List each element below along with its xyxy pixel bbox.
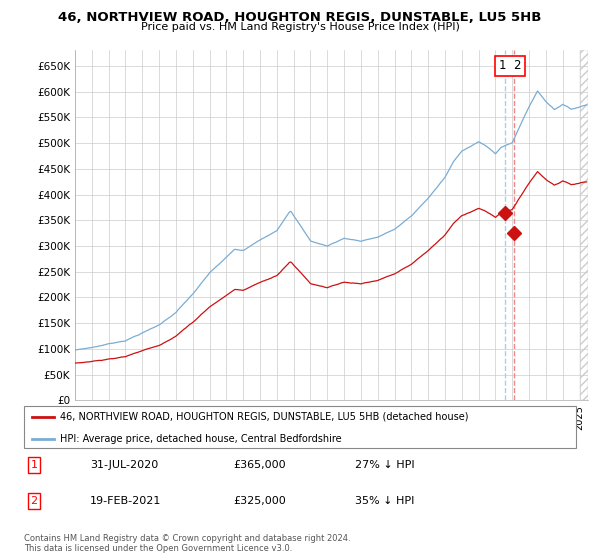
- Text: 1  2: 1 2: [499, 59, 521, 72]
- Text: 35% ↓ HPI: 35% ↓ HPI: [355, 496, 415, 506]
- Text: Price paid vs. HM Land Registry's House Price Index (HPI): Price paid vs. HM Land Registry's House …: [140, 22, 460, 32]
- Text: 2: 2: [31, 496, 37, 506]
- Text: 46, NORTHVIEW ROAD, HOUGHTON REGIS, DUNSTABLE, LU5 5HB (detached house): 46, NORTHVIEW ROAD, HOUGHTON REGIS, DUNS…: [60, 412, 469, 422]
- Text: Contains HM Land Registry data © Crown copyright and database right 2024.
This d: Contains HM Land Registry data © Crown c…: [24, 534, 350, 553]
- Text: 27% ↓ HPI: 27% ↓ HPI: [355, 460, 415, 470]
- Text: 31-JUL-2020: 31-JUL-2020: [90, 460, 158, 470]
- Text: 19-FEB-2021: 19-FEB-2021: [90, 496, 161, 506]
- Text: HPI: Average price, detached house, Central Bedfordshire: HPI: Average price, detached house, Cent…: [60, 434, 341, 444]
- Text: 1: 1: [31, 460, 37, 470]
- Text: £325,000: £325,000: [234, 496, 287, 506]
- FancyBboxPatch shape: [24, 406, 576, 448]
- Text: 46, NORTHVIEW ROAD, HOUGHTON REGIS, DUNSTABLE, LU5 5HB: 46, NORTHVIEW ROAD, HOUGHTON REGIS, DUNS…: [58, 11, 542, 24]
- Text: £365,000: £365,000: [234, 460, 286, 470]
